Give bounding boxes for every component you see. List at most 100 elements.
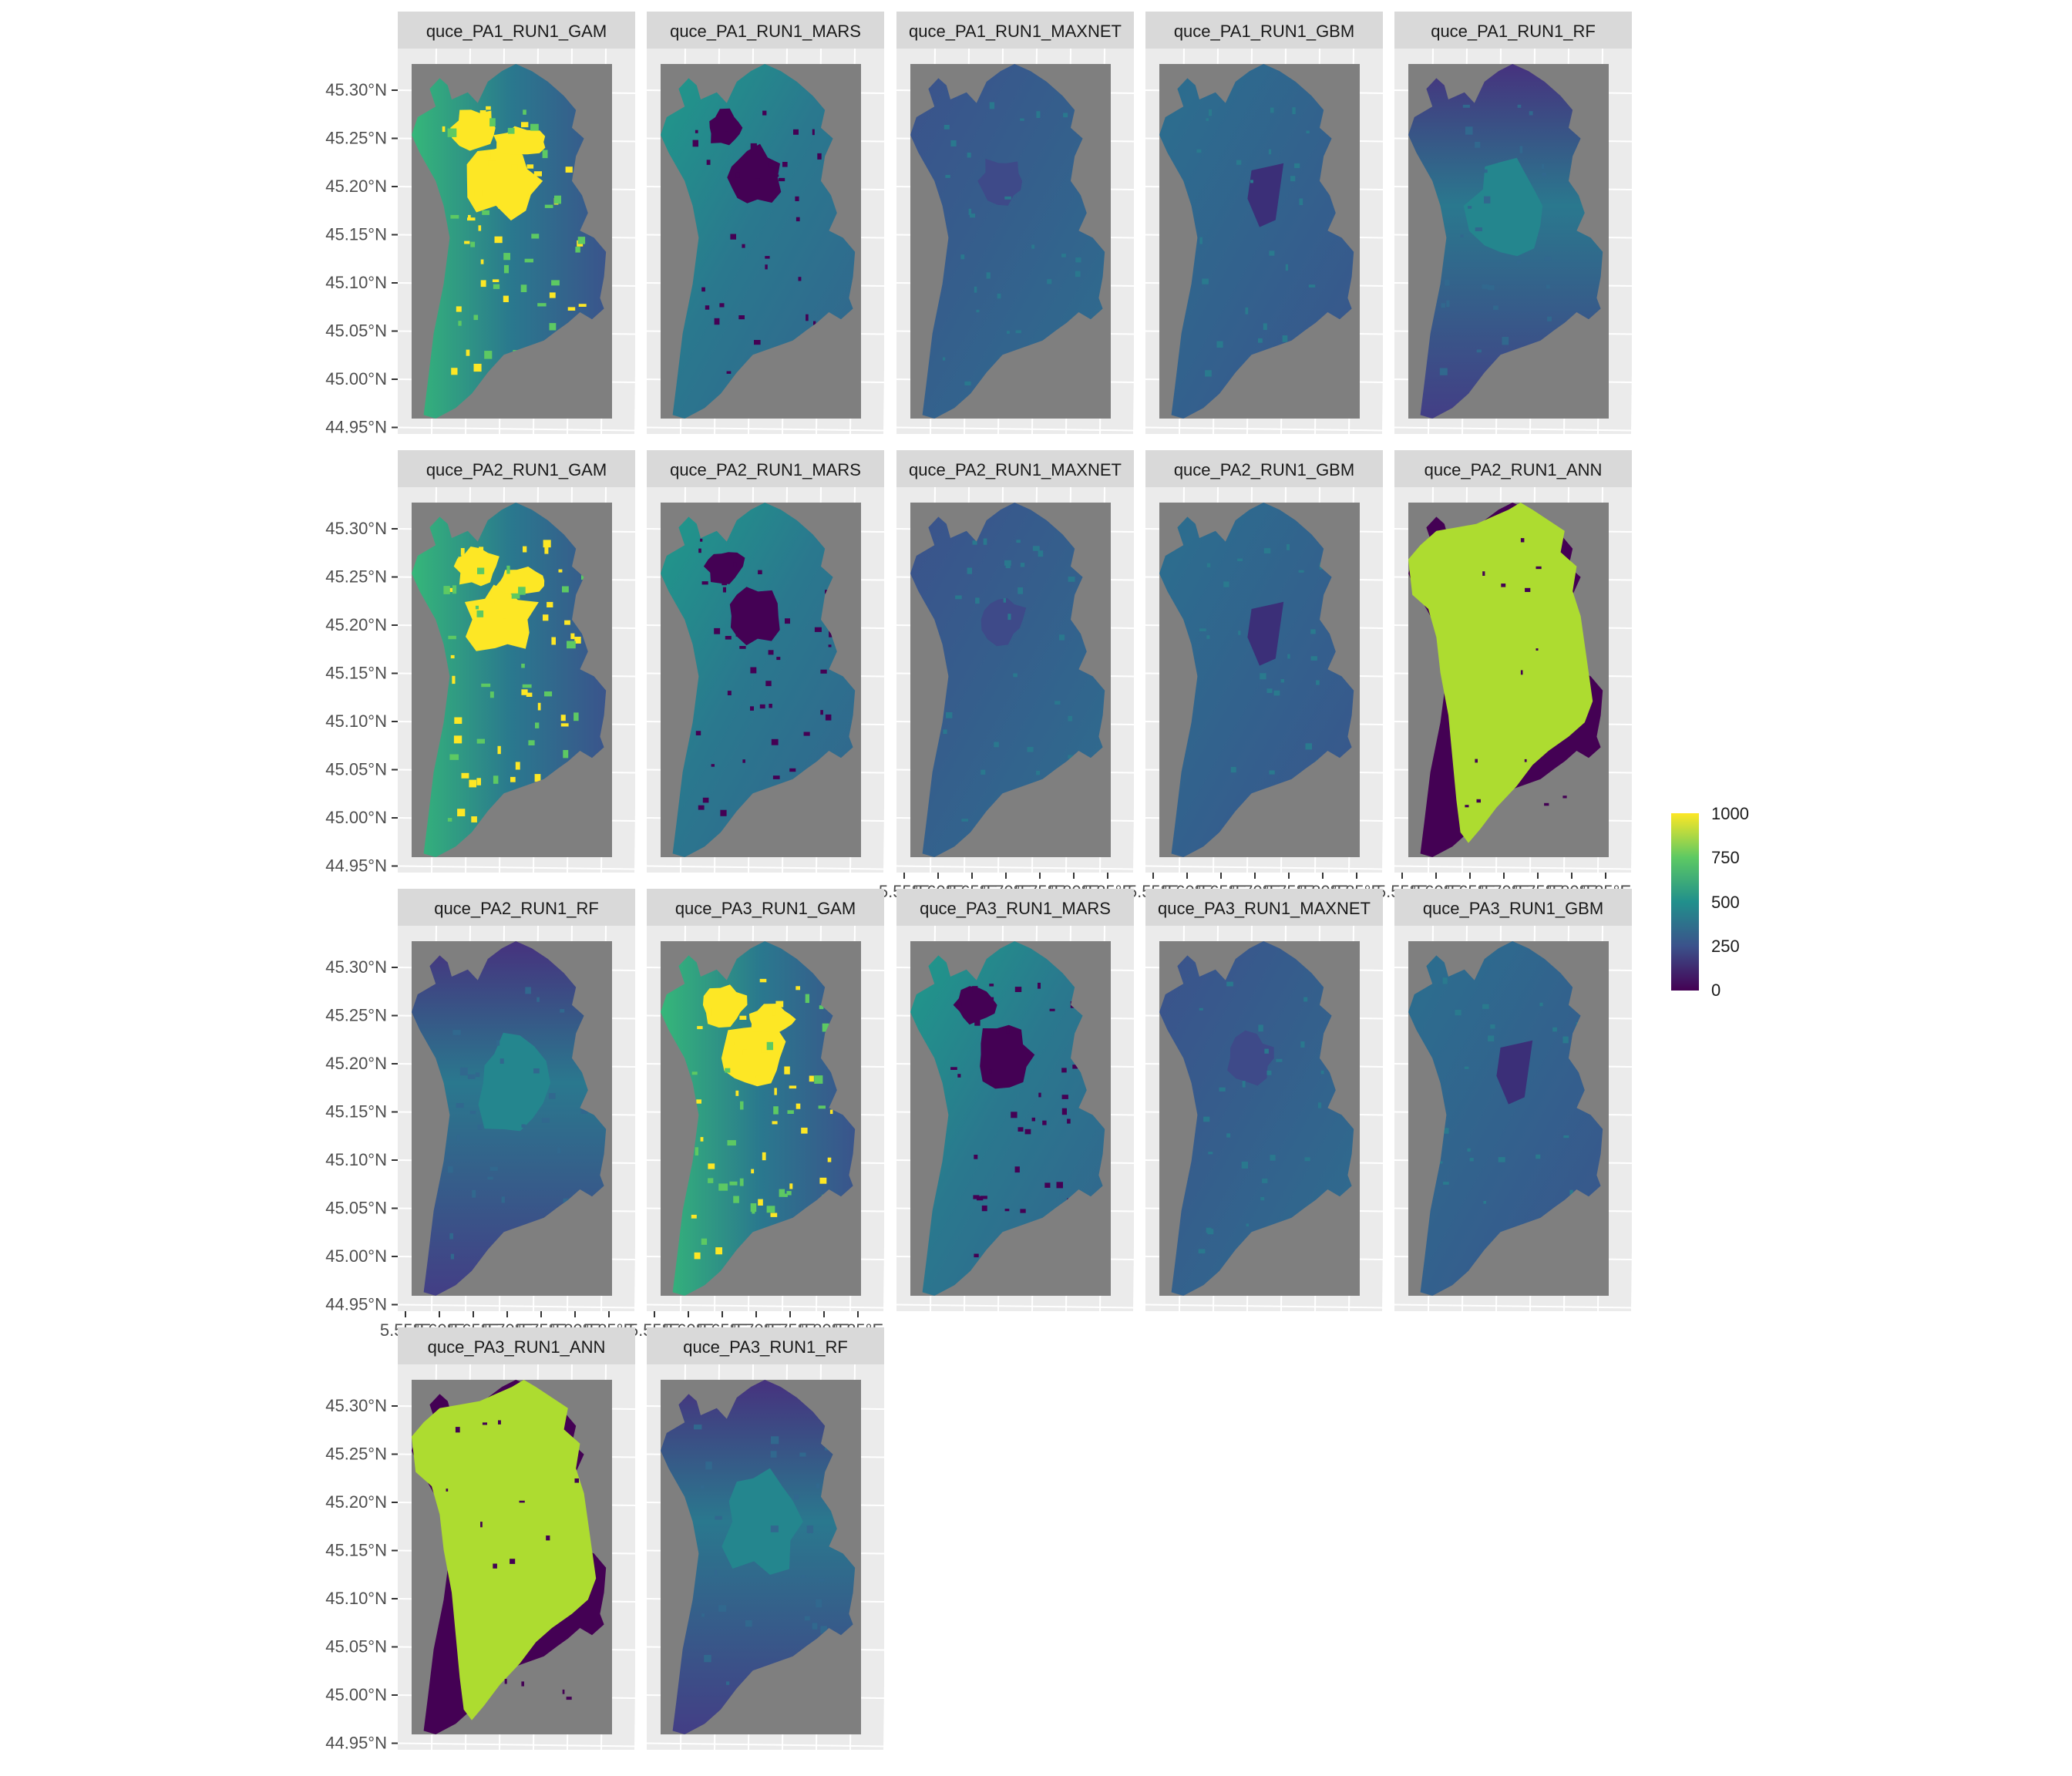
y-tick-label: 45.00°N [325,1685,387,1704]
raster-speck [714,318,720,325]
raster-speck [816,1483,819,1488]
raster-low-patch [980,1024,1035,1089]
gridline [896,865,1135,870]
legend-label: 1000 [1711,804,1749,823]
raster-speck [1206,1227,1212,1233]
raster-speck [701,287,705,292]
raster-speck [1263,548,1271,553]
raster-high-patch [748,1004,796,1034]
raster-speck [1483,1201,1486,1204]
raster-speck [768,650,774,655]
raster-speck [1061,1108,1067,1115]
facet-title: quce_PA3_RUN1_RF [683,1337,848,1357]
facet-strip [398,12,635,49]
facet-strip [647,450,884,487]
y-tick-label: 44.95°N [325,856,387,876]
raster-speck [801,1575,806,1578]
raster-speck [1270,107,1274,113]
raster-speck [452,585,457,594]
raster-speck [1546,284,1550,289]
gridline [646,1303,885,1309]
raster-speck [542,150,548,159]
raster-speck [1196,149,1202,153]
raster-speck [1287,654,1290,659]
raster-speck [1462,104,1470,108]
y-tick-label: 45.25°N [325,567,387,587]
raster-speck [486,106,491,110]
raster-speck [1219,1087,1226,1092]
raster-speck [778,177,785,182]
raster-speck [957,1074,961,1078]
raster-speck [1049,1008,1055,1011]
raster-speck [1310,629,1316,634]
raster-speck [471,816,477,822]
raster-speck [473,363,482,372]
raster-speck [759,978,767,983]
raster-speck [799,1452,806,1457]
raster-speck [779,1189,785,1197]
raster-speck [1290,176,1296,182]
facet-title: quce_PA2_RUN1_GAM [426,460,607,479]
raster-speck [751,1169,755,1174]
y-tick-label: 45.00°N [325,369,387,388]
raster-speck [1206,563,1211,567]
raster-speck [1036,770,1040,775]
facet-title: quce_PA3_RUN1_MARS [920,899,1111,918]
raster-speck [1520,670,1523,675]
gridline [1631,48,1637,435]
raster-speck [1206,118,1209,121]
raster-speck [700,538,703,542]
gridline [646,865,885,870]
facet-title: quce_PA2_RUN1_RF [434,899,599,918]
raster-speck [733,562,737,567]
raster-speck [1287,543,1290,550]
raster-speck [986,272,991,279]
raster-speck [1460,234,1464,237]
raster-speck [752,1061,759,1067]
raster-speck [1226,1133,1231,1138]
raster-speck [1004,560,1011,566]
raster-speck [691,1071,698,1075]
raster-speck [1542,173,1546,177]
raster-speck [1266,1070,1272,1075]
raster-speck [809,1075,814,1082]
raster-speck [1273,690,1280,696]
facet-panel: quce_PA2_RUN1_RF 45.30°N 45.25°N 45.20°N 45.… [325,889,641,1340]
raster-speck [771,1436,779,1445]
raster-speck [468,214,471,220]
raster-speck [511,164,518,171]
raster-speck [473,314,479,321]
raster-speck [695,130,698,133]
raster-speck [1464,1066,1469,1069]
raster-speck [486,151,491,159]
raster-speck [1198,1249,1206,1254]
raster-speck [456,1103,464,1108]
raster-speck [1544,257,1552,261]
raster-speck [521,664,525,668]
y-tick-label: 45.05°N [325,321,387,341]
raster-speck [503,253,510,261]
raster-speck [789,1085,797,1089]
raster-speck [491,588,500,596]
raster-speck [1004,196,1011,200]
raster-speck [695,1147,698,1155]
raster-speck [1475,758,1478,763]
raster-speck [1236,160,1242,165]
raster-speck [701,1238,708,1245]
facet-strip [1394,12,1632,49]
facet-title: quce_PA2_RUN1_GBM [1174,460,1354,479]
raster-speck [707,1008,712,1016]
raster-speck [479,110,486,114]
raster-speck [1075,271,1081,278]
raster-speck [1063,113,1068,118]
raster-speck [769,704,772,708]
raster-speck [1502,337,1509,345]
gridline [1394,426,1633,432]
raster-speck [503,264,509,274]
raster-speck [535,722,540,728]
raster-speck [447,818,452,822]
facet-panel: quce_PA2_RUN1_GBM5.55°E5.60°E5.65°E5.70°… [1128,450,1388,901]
raster-speck [565,166,573,173]
raster-speck [562,586,569,593]
raster-speck [820,710,823,715]
